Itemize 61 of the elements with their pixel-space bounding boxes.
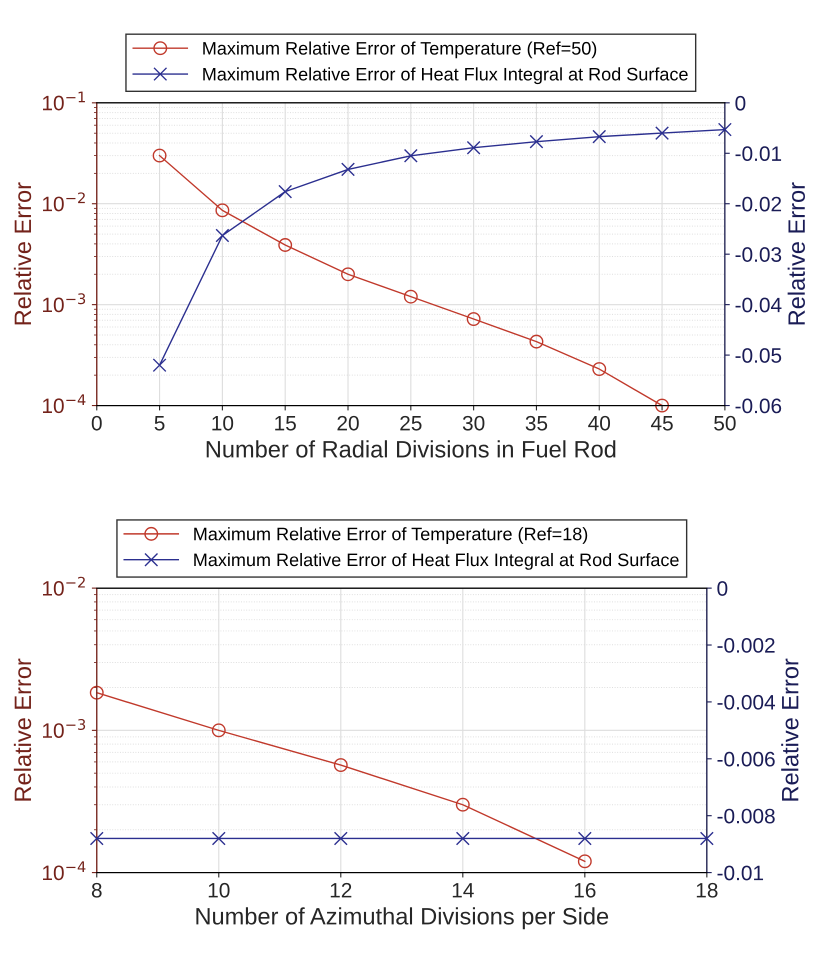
legend-label: Maximum Relative Error of Temperature (Ref=50) bbox=[203, 41, 596, 58]
x-tick-label: 8 bbox=[92, 882, 102, 898]
point bbox=[466, 312, 481, 326]
y2-tick-label: -0.002 bbox=[717, 638, 775, 653]
y2-tick-label: 0 bbox=[717, 581, 728, 596]
point bbox=[592, 362, 606, 376]
y-tick-label: 10$^{−4}$ bbox=[43, 861, 86, 880]
x-tick-label: 20 bbox=[337, 416, 359, 431]
y2-tick-label: -0.02 bbox=[736, 196, 782, 212]
y2-tick-label: -0.01 bbox=[736, 146, 782, 162]
legend-label: Maximum Relative Error of Heat Flux Integral at Rod Surface bbox=[194, 552, 679, 570]
x-tick-label: 10 bbox=[208, 882, 230, 898]
y2-tick-label: -0.06 bbox=[736, 398, 782, 414]
y-tick-label: 10$^{−2}$ bbox=[43, 576, 85, 596]
point bbox=[530, 334, 544, 349]
x-tick-label: 12 bbox=[330, 882, 352, 898]
point bbox=[456, 798, 470, 812]
x-tick-label: 35 bbox=[526, 416, 548, 431]
y-axis-title: Relative Error bbox=[14, 182, 32, 324]
x-tick-label: 5 bbox=[154, 416, 164, 431]
x-tick-label: 14 bbox=[452, 883, 474, 898]
y2-tick-label: -0.05 bbox=[736, 348, 782, 363]
point bbox=[341, 267, 355, 282]
y2-tick-label: -0.004 bbox=[717, 694, 776, 710]
y2-axis-title: Relative Error bbox=[788, 182, 805, 324]
x-tick-label: 0 bbox=[92, 416, 102, 431]
y-tick-label: 10$^{−2}$ bbox=[43, 192, 85, 212]
y2-tick-label: 0 bbox=[735, 96, 746, 111]
x-tick-label: 16 bbox=[574, 882, 596, 898]
x-tick-label: 45 bbox=[650, 416, 673, 431]
y-tick-label: 10$^{−4}$ bbox=[43, 394, 86, 414]
y-axis-title: Relative Error bbox=[14, 658, 32, 801]
y2-tick-label: -0.008 bbox=[717, 808, 775, 824]
x-axis-title: Number of Azimuthal Divisions per Side bbox=[196, 907, 608, 930]
y2-axis-title: Relative Error bbox=[781, 658, 799, 801]
y-tick-label: 10$^{−1}$ bbox=[43, 92, 85, 110]
point bbox=[655, 398, 670, 412]
point bbox=[404, 290, 418, 304]
x-tick-label: 10 bbox=[212, 416, 234, 431]
x-tick-label: 25 bbox=[400, 416, 422, 431]
point bbox=[212, 723, 226, 738]
x-tick-label: 40 bbox=[588, 416, 610, 431]
x-tick-label: 30 bbox=[462, 416, 484, 431]
x-tick-label: 18 bbox=[696, 882, 718, 898]
point bbox=[278, 238, 292, 252]
legend-label: Maximum Relative Error of Heat Flux Integral at Rod Surface bbox=[203, 67, 688, 84]
x-tick-label: 50 bbox=[714, 416, 736, 431]
y2-tick-label: -0.04 bbox=[736, 298, 782, 312]
legend-label: Maximum Relative Error of Temperature (Ref=18) bbox=[194, 527, 588, 544]
y2-tick-label: -0.03 bbox=[736, 247, 782, 262]
point bbox=[578, 854, 592, 868]
point bbox=[215, 203, 230, 218]
y2-tick-label: -0.006 bbox=[717, 752, 775, 767]
y2-tick-label: -0.01 bbox=[717, 866, 764, 880]
y-tick-label: 10$^{−3}$ bbox=[43, 718, 86, 738]
point bbox=[90, 686, 104, 700]
x-tick-label: 15 bbox=[275, 416, 296, 431]
point bbox=[152, 148, 167, 163]
point bbox=[334, 758, 348, 772]
x-axis-title: Number of Radial Divisions in Fuel Rod bbox=[206, 440, 616, 458]
y-tick-label: 10$^{−3}$ bbox=[43, 293, 86, 312]
